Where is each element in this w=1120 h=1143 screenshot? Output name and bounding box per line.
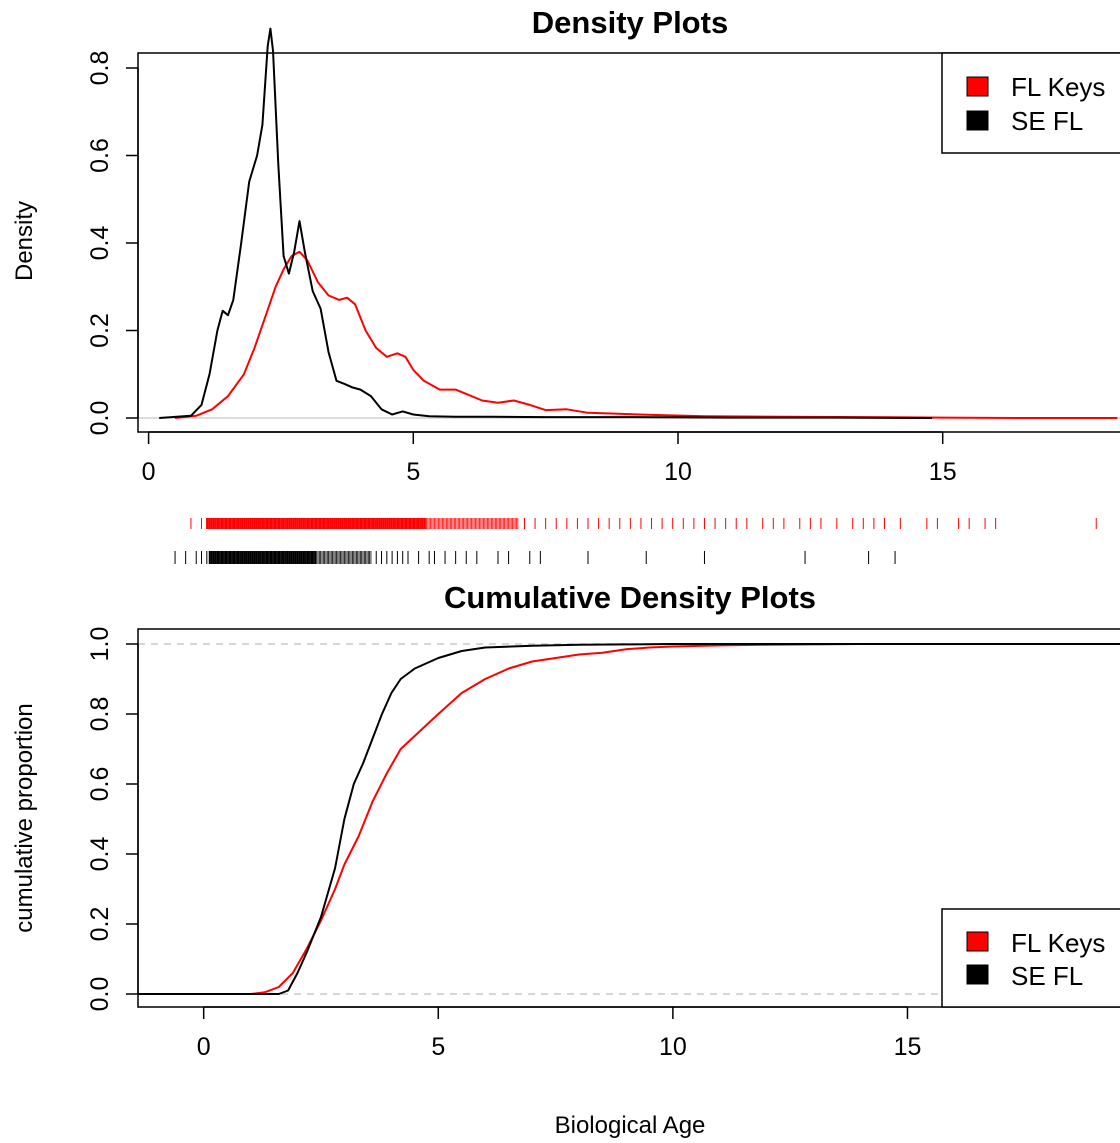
cumulative-y-tick-label: 0.6 bbox=[86, 767, 114, 802]
rug-se-fl bbox=[174, 551, 896, 564]
density-legend: FL Keys SE FL bbox=[941, 52, 1120, 154]
cumulative-y-tick-label: 0.0 bbox=[86, 977, 114, 1012]
cumulative-ylabel: cumulative proportion bbox=[11, 703, 38, 932]
density-legend-label-se-fl: SE FL bbox=[1011, 106, 1083, 136]
cumulative-y-tick-label: 0.2 bbox=[86, 907, 114, 942]
cumulative-legend-label-fl-keys: FL Keys bbox=[1011, 928, 1105, 958]
cumulative-x-tick-label: 5 bbox=[431, 1033, 445, 1061]
cumulative-plot-area bbox=[138, 643, 1120, 995]
cumulative-legend-box bbox=[941, 908, 1120, 1008]
rug-plot bbox=[174, 518, 1097, 564]
density-y-axis: 0.0 0.2 0.4 0.6 0.8 bbox=[86, 51, 139, 436]
cumulative-y-axis: 0.0 0.2 0.4 0.6 0.8 1.0 bbox=[86, 627, 139, 1012]
cumulative-title: Cumulative Density Plots bbox=[444, 580, 816, 615]
density-ylabel: Density bbox=[11, 201, 38, 281]
cumulative-legend-swatch-se-fl bbox=[966, 964, 989, 985]
density-series-fl-keys bbox=[174, 250, 1118, 419]
density-x-tick-label: 10 bbox=[664, 458, 692, 486]
density-legend-swatch-se-fl bbox=[966, 110, 989, 131]
cumulative-y-tick-label: 1.0 bbox=[86, 627, 114, 662]
cumulative-xlabel: Biological Age bbox=[555, 1112, 706, 1139]
cumulative-y-tick-label: 0.8 bbox=[86, 697, 114, 732]
density-x-tick-label: 0 bbox=[142, 458, 156, 486]
density-y-tick-label: 0.4 bbox=[86, 226, 114, 261]
cumulative-legend-label-se-fl: SE FL bbox=[1011, 961, 1083, 991]
density-legend-swatch-fl-keys bbox=[966, 76, 989, 97]
cumulative-x-axis: 0 5 10 15 bbox=[197, 1006, 922, 1061]
cumulative-legend: FL Keys SE FL bbox=[941, 908, 1120, 1008]
density-x-tick-label: 15 bbox=[929, 458, 957, 486]
density-plot-area bbox=[159, 27, 1118, 419]
cumulative-panel: Cumulative Density Plots cumulative prop… bbox=[11, 580, 1120, 1139]
density-x-tick-label: 5 bbox=[406, 458, 420, 486]
cumulative-series-fl-keys bbox=[138, 643, 1120, 995]
cumulative-series-se-fl bbox=[138, 643, 1120, 995]
density-y-tick-label: 0.8 bbox=[86, 51, 114, 86]
density-legend-label-fl-keys: FL Keys bbox=[1011, 72, 1105, 102]
cumulative-legend-swatch-fl-keys bbox=[966, 931, 989, 952]
density-y-tick-label: 0.2 bbox=[86, 313, 114, 348]
density-y-tick-label: 0.0 bbox=[86, 401, 114, 436]
density-y-tick-label: 0.6 bbox=[86, 138, 114, 173]
density-x-axis: 0 5 10 15 bbox=[142, 431, 957, 486]
cumulative-x-tick-label: 10 bbox=[659, 1033, 687, 1061]
cumulative-y-tick-label: 0.4 bbox=[86, 837, 114, 872]
rug-fl-keys bbox=[190, 518, 1097, 529]
density-legend-box bbox=[941, 52, 1120, 154]
density-series-se-fl bbox=[159, 27, 933, 419]
cumulative-x-tick-label: 15 bbox=[894, 1033, 922, 1061]
density-title: Density Plots bbox=[532, 5, 728, 40]
cumulative-x-tick-label: 0 bbox=[197, 1033, 211, 1061]
density-panel: Density Plots Density 0 5 10 15 0.00.20.40.… bbox=[11, 5, 1120, 486]
